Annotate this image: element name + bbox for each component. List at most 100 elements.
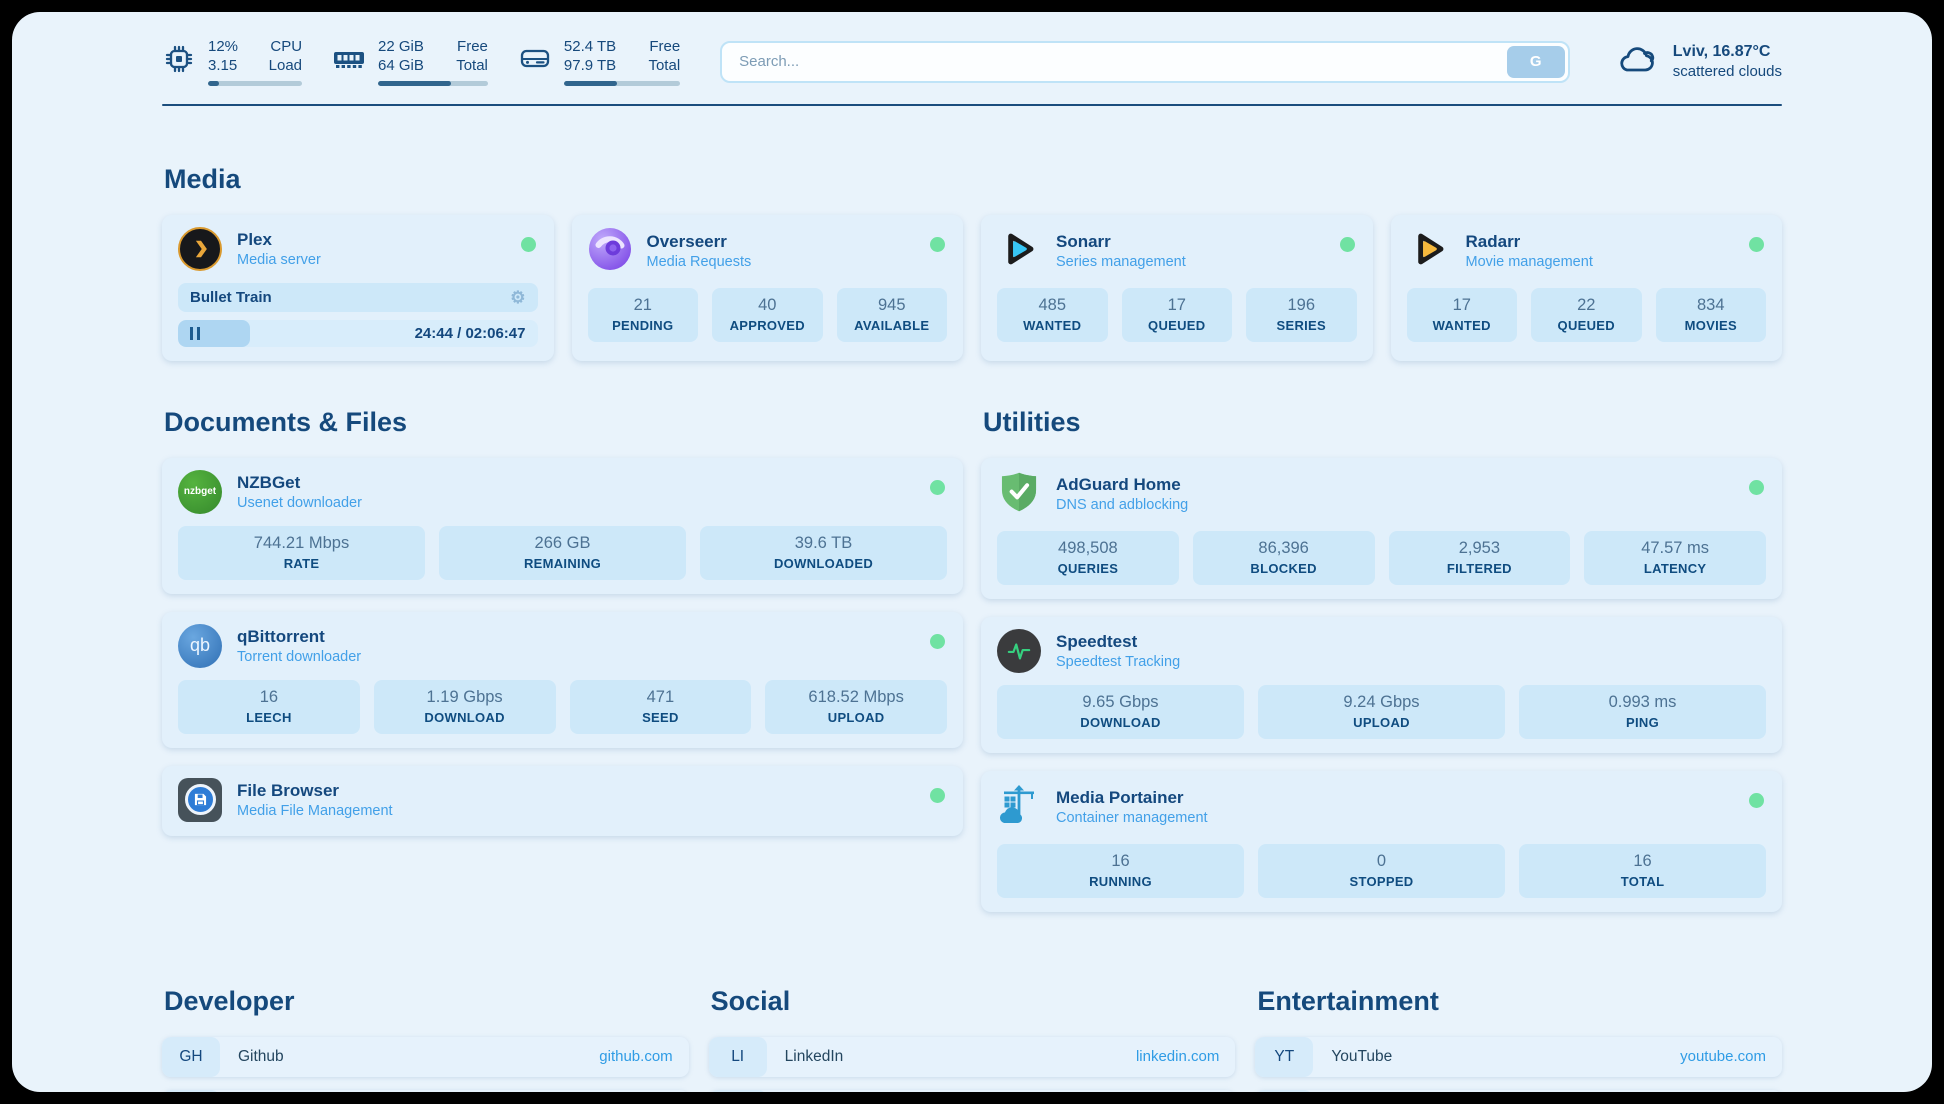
app-subtitle: Movie management [1465,254,1593,270]
app-name: qBittorrent [237,626,325,646]
app-card-qbittorrent[interactable]: qb qBittorrent Torrent downloader 16 LEEC… [162,611,963,748]
memory-progress-bar [378,80,488,86]
pause-icon [190,326,200,340]
app-name: Plex [237,229,272,249]
stat-download: 9.65 Gbps DOWNLOAD [997,684,1244,739]
bookmark-linkedin[interactable]: LI LinkedIn linkedin.com [708,1036,1236,1077]
stat-upload: 618.52 Mbps UPLOAD [765,679,947,734]
weather-condition: scattered clouds [1672,63,1782,81]
app-name: File Browser [237,780,340,800]
app-subtitle: Torrent downloader [237,648,362,665]
app-name: Radarr [1465,232,1521,251]
stat-running: 16 RUNNING [997,843,1244,898]
now-playing-row: Bullet Train ⚙ [178,282,538,312]
stat-download: 1.19 Gbps DOWNLOAD [373,679,556,734]
dashboard-page: 12% 3.15 CPU Load 22 GiB 64 GiB Free Total [12,12,1932,1092]
bookmark-twitter[interactable]: TW Twitter twitter.com [708,1089,1236,1092]
app-card-speedtest[interactable]: Speedtest Speedtest Tracking 9.65 Gbps DO… [981,616,1782,753]
bookmark-github[interactable]: GH Github github.com [162,1036,689,1077]
gear-icon[interactable]: ⚙ [510,287,526,307]
section-title-social: Social [710,985,791,1016]
status-dot [1749,236,1764,252]
section-title-developer: Developer [164,985,295,1016]
app-name: NZBGet [237,472,301,492]
playback-progress-bar[interactable]: 24:44 / 02:06:47 [178,319,538,347]
stat-stopped: 0 STOPPED [1258,843,1505,898]
stat-remaining: 266 GB REMAINING [439,525,686,580]
app-subtitle: Usenet downloader [237,494,362,511]
radarr-icon [1407,227,1451,276]
app-subtitle: Speedtest Tracking [1056,653,1181,670]
stat-series: 196 SERIES [1246,287,1357,342]
app-name: AdGuard Home [1056,475,1181,494]
app-name: Sonarr [1056,232,1111,251]
search-input[interactable] [725,53,1507,71]
cpu-labels: CPU Load [268,38,303,74]
disk-progress-bar [563,80,681,86]
disk-resource: 52.4 TB 97.9 TB Free Total [518,38,681,86]
section-title-documents: Documents & Files [164,406,408,437]
top-bar: 12% 3.15 CPU Load 22 GiB 64 GiB Free Total [162,12,1782,86]
cpu-icon [162,42,196,81]
stat-total: 16 TOTAL [1519,843,1766,898]
app-card-filebrowser[interactable]: File Browser Media File Management [162,765,963,836]
stat-ping: 0.993 ms PING [1519,684,1766,739]
stat-movies: 834 MOVIES [1655,287,1766,342]
bookmark-netflix[interactable]: NF Netflix netflix.com [1255,1089,1782,1092]
status-dot [930,633,945,649]
app-card-radarr[interactable]: Radarr Movie management 17 WANTED 22 QUEUE… [1390,214,1782,361]
now-playing-title: Bullet Train [190,288,272,306]
status-dot [930,479,945,495]
bookmark-url: github.com [599,1048,673,1065]
app-card-sonarr[interactable]: Sonarr Series management 485 WANTED 17 QUE… [981,214,1373,361]
speedtest-icon [997,628,1041,673]
memory-resource: 22 GiB 64 GiB Free Total [332,38,488,86]
playback-time: 24:44 / 02:06:47 [414,324,526,342]
disk-icon [518,45,552,78]
stat-leech: 16 LEECH [178,679,360,734]
cpu-progress-bar [208,80,303,86]
app-card-plex[interactable]: Plex Media server Bullet Train ⚙ 24:44 /… [162,214,554,361]
stat-available: 945 AVAILABLE [836,287,947,342]
app-card-nzbget[interactable]: nzbget NZBGet Usenet downloader 744.21 M… [162,457,963,594]
app-name: Media Portainer [1056,788,1184,807]
cpu-resource: 12% 3.15 CPU Load [162,38,303,86]
stat-queries: 498,508 QUERIES [997,530,1179,585]
cpu-values: 12% 3.15 [208,38,239,74]
status-dot [1339,236,1355,252]
app-card-adguard[interactable]: AdGuard Home DNS and adblocking 498,508 Q… [981,457,1782,599]
bookmark-abbr: LI [708,1036,767,1077]
app-card-overseerr[interactable]: Overseerr Media Requests 21 PENDING 40 APP… [571,214,963,361]
stat-approved: 40 APPROVED [712,287,823,342]
search-bar: G [720,40,1570,83]
bookmark-name: Github [238,1047,284,1065]
overseerr-icon [588,227,632,276]
weather-widget: Lviv, 16.87°C scattered clouds [1616,43,1782,80]
status-dot [520,236,536,252]
stat-upload: 9.24 Gbps UPLOAD [1258,684,1505,739]
bookmarks-area: Developer GH Github github.com SO StackO… [162,985,1782,1092]
bookmark-group-entertainment: Entertainment YT YouTube youtube.com NF … [1255,985,1782,1092]
adguard-icon [997,470,1041,519]
sonarr-icon [997,227,1041,276]
bookmark-name: LinkedIn [784,1047,844,1065]
stat-wanted: 485 WANTED [997,287,1108,342]
section-media: Media Plex Media server Bullet Train ⚙ [162,164,1782,361]
status-dot [930,236,945,252]
memory-values: 22 GiB 64 GiB [378,38,424,74]
app-name: Overseerr [646,232,727,251]
weather-summary: Lviv, 16.87°C [1672,43,1771,61]
search-provider-button[interactable]: G [1506,45,1565,78]
bookmark-stackoverflow[interactable]: SO StackOverflow stackoverflow.com [162,1089,689,1092]
app-card-portainer[interactable]: Media Portainer Container management 16 R… [981,770,1782,912]
bookmark-abbr: NF [1255,1089,1314,1092]
section-title-entertainment: Entertainment [1257,985,1439,1016]
filebrowser-icon [178,777,222,822]
app-subtitle: DNS and adblocking [1056,497,1189,513]
status-dot [1749,479,1764,495]
app-name: Speedtest [1056,631,1138,651]
bookmark-youtube[interactable]: YT YouTube youtube.com [1255,1036,1782,1077]
app-subtitle: Media Requests [646,254,752,270]
section-title-media: Media [164,163,241,194]
app-subtitle: Media server [237,251,321,268]
